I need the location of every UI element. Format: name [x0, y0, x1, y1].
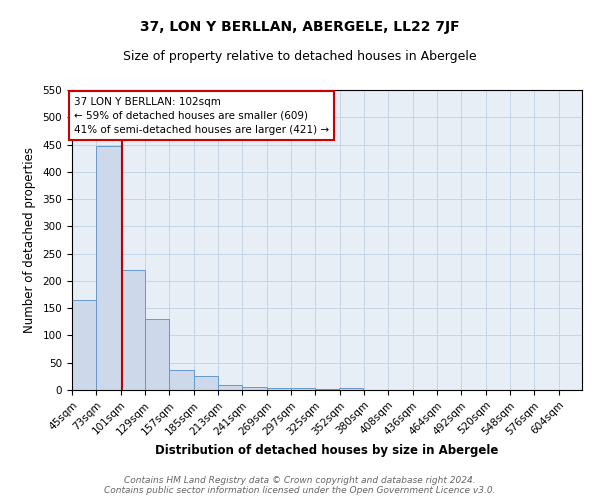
Y-axis label: Number of detached properties: Number of detached properties	[23, 147, 35, 333]
Text: Size of property relative to detached houses in Abergele: Size of property relative to detached ho…	[123, 50, 477, 63]
Bar	[266, 388, 291, 390]
Text: 37 LON Y BERLLAN: 102sqm
← 59% of detached houses are smaller (609)
41% of semi-: 37 LON Y BERLLAN: 102sqm ← 59% of detach…	[74, 96, 329, 134]
X-axis label: Distribution of detached houses by size in Abergele: Distribution of detached houses by size …	[155, 444, 499, 456]
Bar	[218, 384, 242, 390]
Bar	[339, 388, 363, 390]
Text: 37, LON Y BERLLAN, ABERGELE, LL22 7JF: 37, LON Y BERLLAN, ABERGELE, LL22 7JF	[140, 20, 460, 34]
Bar	[194, 376, 218, 390]
Bar	[169, 370, 194, 390]
Bar	[121, 270, 145, 390]
Bar	[291, 388, 315, 390]
Bar	[72, 300, 97, 390]
Bar	[97, 146, 121, 390]
Bar	[242, 388, 266, 390]
Text: Contains HM Land Registry data © Crown copyright and database right 2024.
Contai: Contains HM Land Registry data © Crown c…	[104, 476, 496, 495]
Bar	[145, 319, 169, 390]
